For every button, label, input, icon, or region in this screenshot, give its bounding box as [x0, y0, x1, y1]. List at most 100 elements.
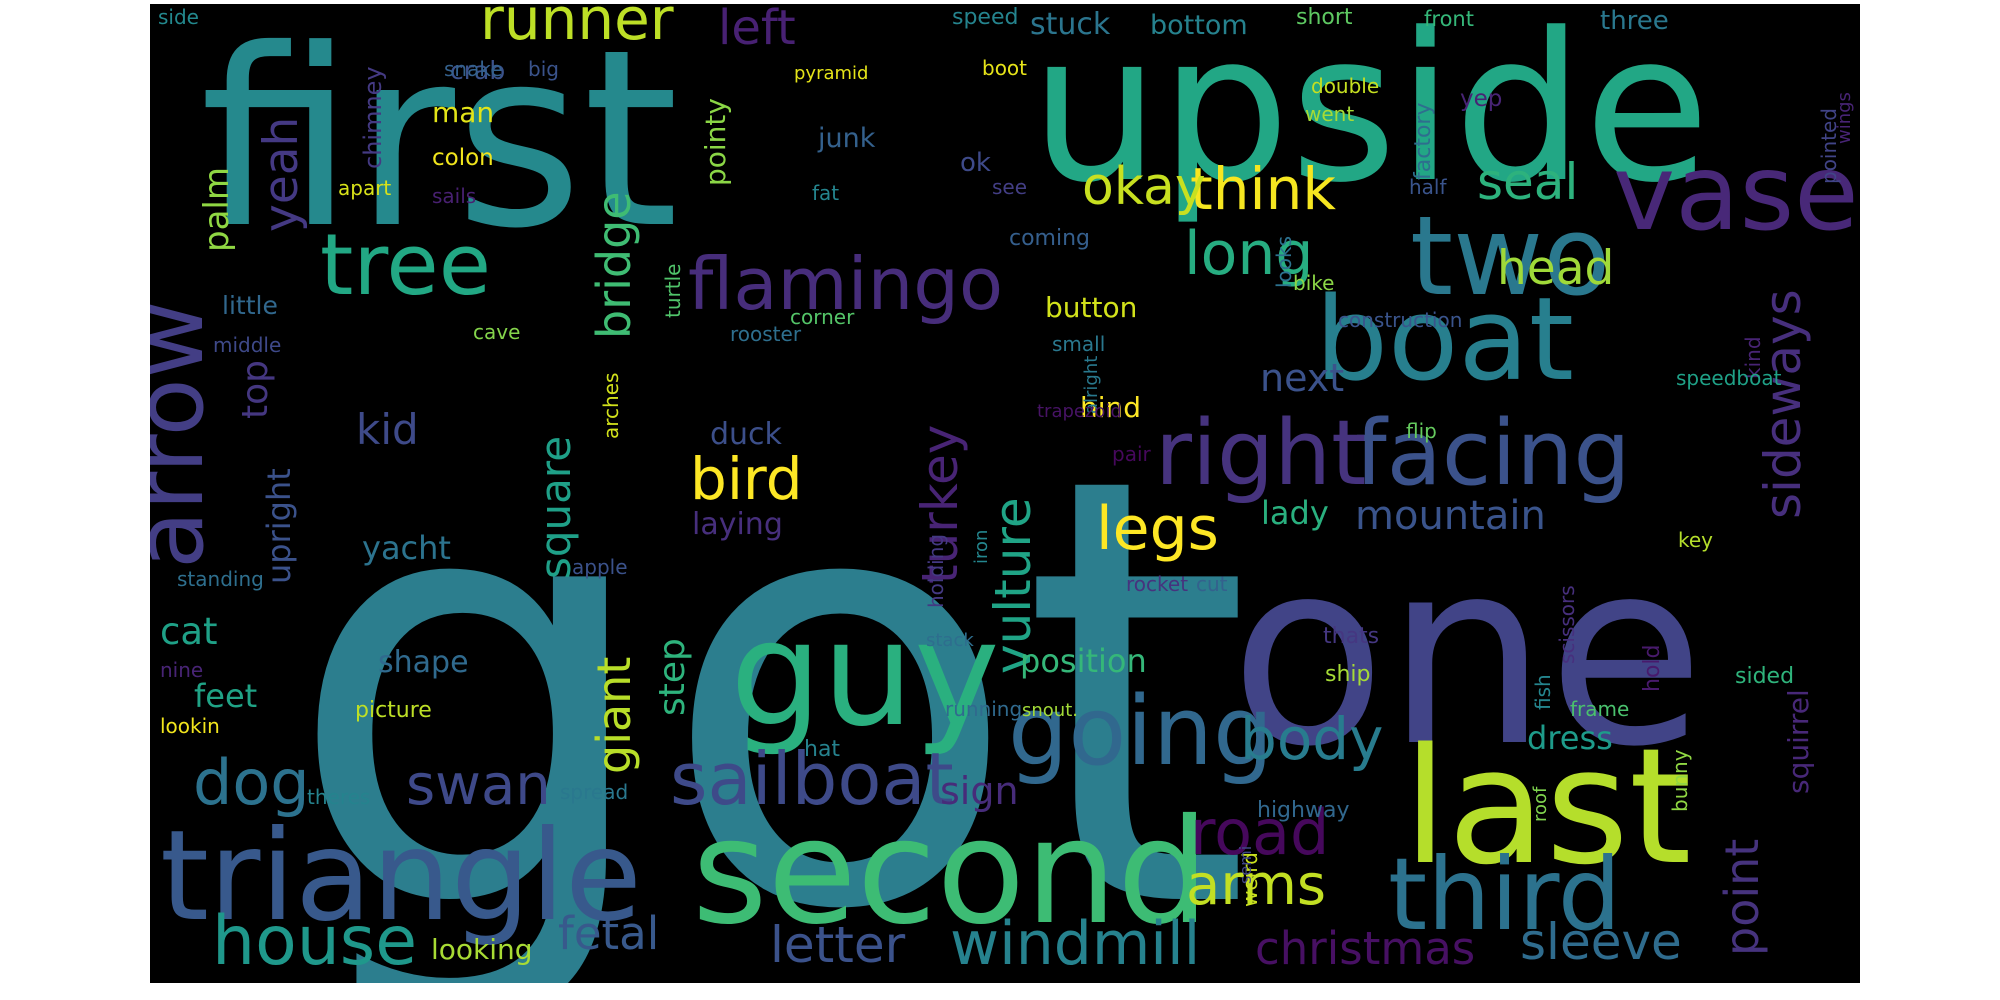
word-road: road [1190, 796, 1329, 869]
word-yep: yep [1460, 86, 1502, 112]
word-nine: nine [160, 658, 203, 682]
word-scissors: scissors [1555, 585, 1579, 664]
word-first: first [200, 4, 679, 282]
word-hind: hind [1080, 391, 1141, 424]
word-bunny: bunny [1668, 749, 1692, 812]
word-little: little [222, 291, 278, 320]
word-flip: flip [1406, 419, 1437, 443]
word-pair: pair [1112, 442, 1152, 466]
word-triangle: triangle [160, 804, 642, 949]
word-head: head [1497, 241, 1614, 296]
word-upside: upside [1030, 4, 1710, 228]
word-second: second [692, 788, 1209, 957]
word-stack: stack [926, 630, 974, 651]
word-cloud: got first upside one guy second triangle last bo… [150, 4, 1860, 983]
word-roof: roof [1530, 786, 1551, 822]
word-sailboat: sailboat [670, 737, 954, 821]
word-half: half [1409, 175, 1447, 199]
word-three: three [1600, 6, 1669, 36]
word-dress: dress [1527, 719, 1613, 757]
word-sideways: sideways [1754, 289, 1812, 519]
word-cut: cut [1196, 572, 1228, 596]
word-position: position [1020, 642, 1147, 680]
word-bike: bike [1293, 271, 1334, 295]
word-dog: dog [193, 746, 310, 819]
word-rocket: rocket [1126, 572, 1188, 596]
word-hat: hat [804, 737, 840, 762]
word-shape: shape [378, 645, 469, 680]
word-corner: corner [790, 305, 855, 329]
word-kind: kind [1741, 336, 1765, 379]
word-spread: spread [560, 780, 628, 804]
word-sails: sails [432, 184, 476, 208]
word-thats: thats [1323, 624, 1379, 649]
word-speedboat: speedboat [1676, 366, 1782, 390]
word-giant: giant [587, 657, 641, 774]
word-coming: coming [1009, 226, 1090, 251]
word-squirrel: squirrel [1782, 689, 1815, 794]
word-third: third [1388, 836, 1621, 953]
word-junk: junk [817, 123, 876, 154]
word-swan: swan [406, 753, 551, 818]
word-crab: crab [450, 56, 505, 85]
word-pointy: pointy [699, 98, 732, 186]
word-lady: lady [1261, 494, 1329, 532]
word-double: double [1311, 74, 1379, 98]
word-windmill: windmill [950, 909, 1200, 979]
word-one: one [1230, 506, 1705, 803]
word-man: man [432, 96, 494, 129]
word-cave: cave [473, 320, 520, 344]
word-looking: looking [431, 933, 533, 966]
word-fat: fat [812, 181, 839, 205]
word-boat: boat [1315, 273, 1574, 407]
word-yacht: yacht [362, 529, 451, 567]
word-boot: boot [982, 56, 1027, 80]
word-went: went [1305, 102, 1354, 126]
word-facing: facing [1355, 401, 1631, 506]
word-turtle: turtle [661, 264, 685, 318]
word-square: square [531, 436, 580, 579]
word-vulture: vulture [984, 497, 1042, 674]
word-apple: apple [572, 555, 628, 579]
word-bottom: bottom [1150, 10, 1248, 41]
word-seal: seal [1477, 153, 1578, 211]
word-kid: kid [356, 405, 419, 454]
word-semi: semi [1236, 846, 1255, 884]
word-apart: apart [338, 176, 391, 200]
word-pyramid: pyramid [794, 63, 868, 84]
word-iron: iron [971, 530, 992, 564]
word-button: button [1045, 291, 1137, 324]
word-cat: cat [160, 610, 218, 653]
word-ship: ship [1325, 662, 1370, 687]
word-short: short [1296, 5, 1353, 30]
word-key: key [1678, 528, 1713, 552]
word-left: left [718, 4, 796, 56]
word-letter: letter [770, 916, 906, 974]
word-trapezoid: trapezoid [1037, 401, 1122, 422]
word-flamingo: flamingo [688, 242, 1003, 326]
word-alright: alright [1081, 356, 1102, 414]
word-stuck: stuck [1030, 7, 1111, 42]
word-see: see [992, 175, 1027, 199]
word-snake: snake [444, 57, 503, 81]
word-colon: colon [432, 145, 494, 171]
word-speed: speed [952, 5, 1018, 30]
word-two: two [1410, 192, 1610, 320]
word-standing: standing [177, 567, 264, 591]
word-last: last [1403, 713, 1692, 900]
word-arches: arches [599, 373, 623, 439]
word-got: got [285, 352, 1252, 983]
word-highway: highway [1257, 798, 1349, 823]
word-legs: legs [1096, 494, 1219, 564]
word-feet: feet [194, 677, 257, 715]
word-duck: duck [710, 417, 783, 452]
word-upright: upright [260, 468, 298, 584]
word-arms: arms [1186, 853, 1326, 918]
word-snout: snout. [1022, 700, 1078, 721]
word-weird: weird [1238, 852, 1262, 907]
word-theres: theres [307, 785, 370, 809]
word-wings: wings [1834, 92, 1855, 144]
word-fetal: fetal [558, 907, 659, 960]
word-front: front [1424, 7, 1474, 31]
word-next: next [1260, 356, 1344, 400]
